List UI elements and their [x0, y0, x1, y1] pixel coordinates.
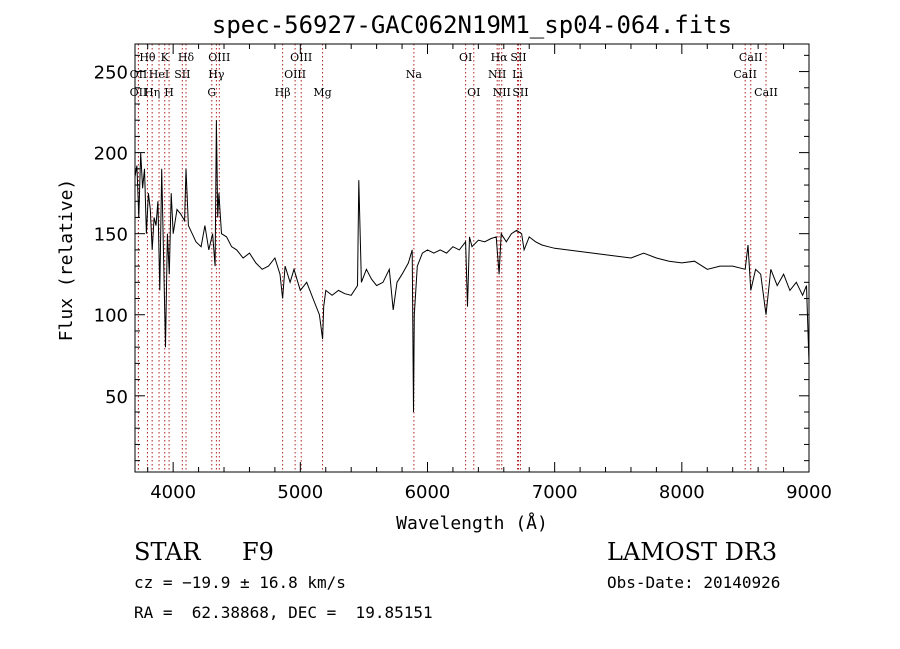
series-line-flux — [134, 120, 810, 413]
line-label-9: OIII — [208, 51, 230, 64]
line-label-8: Hδ — [178, 51, 195, 64]
spectral-line-markers — [137, 44, 767, 472]
line-label-21: NII — [488, 68, 506, 81]
x-tick-label-8000: 8000 — [659, 482, 705, 503]
line-label-17: OI — [459, 51, 472, 64]
line-label-4: Hη — [144, 86, 160, 99]
line-label-27: CaII — [754, 86, 778, 99]
survey-name: LAMOST DR3 — [607, 538, 778, 566]
line-label-15: Mg — [313, 86, 331, 99]
line-label-25: CaII — [739, 51, 763, 64]
y-axis-ticks: 50 100 150 200 250 — [94, 54, 809, 462]
line-label-16: Na — [406, 68, 423, 81]
line-label-6: SII — [174, 68, 190, 81]
redshift-value: cz = −19.9 ± 16.8 km/s — [134, 573, 346, 592]
series-layer — [134, 120, 810, 413]
line-label-1: OII — [130, 68, 148, 81]
object-subclass: F9 — [242, 538, 274, 566]
line-label-24: SII — [512, 86, 528, 99]
chart-title: spec-56927-GAC062N19M1_sp04-064.fits — [212, 11, 732, 39]
plot-frame — [134, 43, 810, 473]
line-label-7: H — [164, 86, 174, 99]
line-label-2: HeI — [149, 68, 169, 81]
coordinates: RA = 62.38868, DEC = 19.85151 — [134, 603, 433, 622]
line-label-0: Hθ — [139, 51, 156, 64]
line-label-19: Hα — [491, 51, 509, 64]
y-axis-label: Flux (relative) — [56, 179, 77, 342]
line-label-20: SII — [510, 51, 526, 64]
y-tick-label-50: 50 — [105, 387, 128, 408]
y-tick-label-200: 200 — [94, 144, 128, 165]
x-axis-ticks: 4000 5000 6000 7000 8000 9000 — [147, 44, 832, 503]
line-label-23: NII — [493, 86, 511, 99]
y-tick-label-100: 100 — [94, 306, 128, 327]
line-label-5: K — [161, 51, 170, 64]
x-tick-label-6000: 6000 — [405, 482, 451, 503]
x-tick-label-7000: 7000 — [532, 482, 578, 503]
y-tick-label-250: 250 — [94, 63, 128, 84]
object-type: STAR — [134, 538, 201, 566]
line-label-14: Hβ — [275, 86, 291, 99]
x-axis-label: Wavelength (Å) — [396, 512, 548, 534]
line-label-11: G — [207, 86, 216, 99]
x-tick-label-5000: 5000 — [277, 482, 323, 503]
line-label-13: OIII — [284, 68, 306, 81]
line-label-26: CaII — [733, 68, 757, 81]
line-label-18: OI — [467, 86, 480, 99]
line-label-22: Li — [512, 68, 523, 81]
line-label-3: OII — [130, 86, 148, 99]
x-tick-label-9000: 9000 — [786, 482, 832, 503]
line-label-12: OIII — [290, 51, 312, 64]
observation-date: Obs-Date: 20140926 — [607, 573, 781, 592]
y-tick-label-150: 150 — [94, 225, 128, 246]
line-label-10: Hγ — [208, 68, 225, 81]
x-tick-label-4000: 4000 — [150, 482, 196, 503]
